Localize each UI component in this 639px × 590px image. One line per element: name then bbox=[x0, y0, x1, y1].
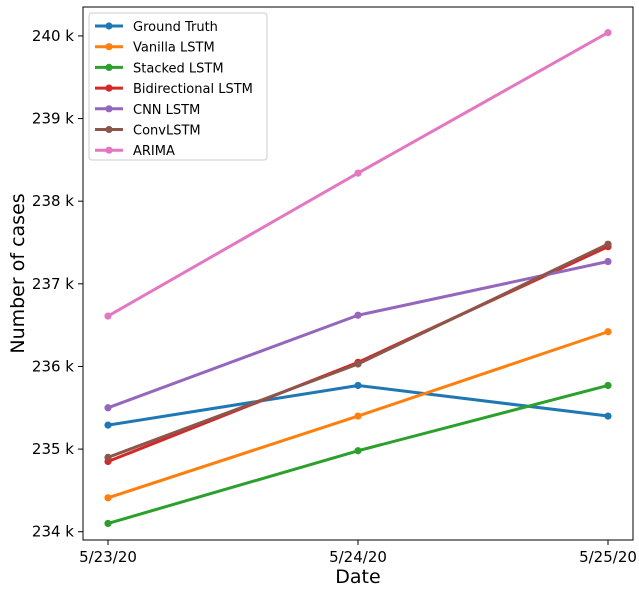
y-tick-label: 239 k bbox=[32, 110, 74, 128]
y-tick-label: 236 k bbox=[32, 357, 74, 375]
legend: Ground Truth Vanilla LSTM Stacked LSTM Bidi… bbox=[88, 12, 268, 161]
data-point bbox=[104, 404, 112, 412]
y-tick-label: 234 k bbox=[32, 523, 74, 541]
legend-label: Bidirectional LSTM bbox=[133, 82, 253, 97]
data-point bbox=[354, 360, 362, 368]
data-point bbox=[604, 240, 612, 248]
y-tick-label: 240 k bbox=[32, 27, 74, 45]
data-point bbox=[604, 412, 612, 420]
legend-swatch-marker bbox=[105, 63, 113, 71]
legend-swatch-marker bbox=[105, 105, 113, 113]
data-point bbox=[104, 494, 112, 502]
data-point bbox=[604, 328, 612, 336]
legend-label: Stacked LSTM bbox=[133, 61, 224, 76]
y-tick-label: 237 k bbox=[32, 275, 74, 293]
x-tick-label: 5/23/20 bbox=[79, 548, 137, 566]
data-point bbox=[104, 453, 112, 461]
legend-swatch-marker bbox=[105, 43, 113, 51]
legend-swatch-marker bbox=[105, 146, 113, 154]
data-point bbox=[354, 447, 362, 455]
data-point bbox=[354, 169, 362, 177]
data-point bbox=[104, 312, 112, 320]
legend-label: Vanilla LSTM bbox=[133, 41, 215, 56]
legend-label: ARIMA bbox=[133, 144, 175, 159]
y-tick-label: 238 k bbox=[32, 192, 74, 210]
legend-box bbox=[88, 12, 268, 161]
y-tick-label: 235 k bbox=[32, 440, 74, 458]
data-point bbox=[604, 257, 612, 266]
x-axis-title: Date bbox=[335, 566, 380, 588]
legend-label: Ground Truth bbox=[133, 20, 218, 35]
data-point bbox=[604, 381, 612, 390]
legend-label: CNN LSTM bbox=[133, 103, 200, 118]
data-point bbox=[354, 381, 362, 390]
data-point bbox=[104, 421, 112, 429]
data-point bbox=[354, 311, 362, 319]
plot-area: 234 k 235 k 236 k 237 k 238 k 239 k 240 k 5/23/… bbox=[32, 6, 637, 566]
legend-swatch-marker bbox=[105, 125, 113, 134]
x-tick-label: 5/24/20 bbox=[329, 548, 387, 566]
series-line bbox=[107, 384, 609, 525]
data-point bbox=[604, 29, 612, 37]
legend-swatch-marker bbox=[105, 84, 113, 92]
data-point bbox=[354, 412, 362, 420]
data-point bbox=[104, 519, 112, 528]
legend-swatch-marker bbox=[105, 22, 113, 30]
y-axis-title: Number of cases bbox=[7, 193, 29, 353]
legend-label: ConvLSTM bbox=[133, 124, 201, 139]
x-tick-label: 5/25/20 bbox=[579, 548, 637, 566]
